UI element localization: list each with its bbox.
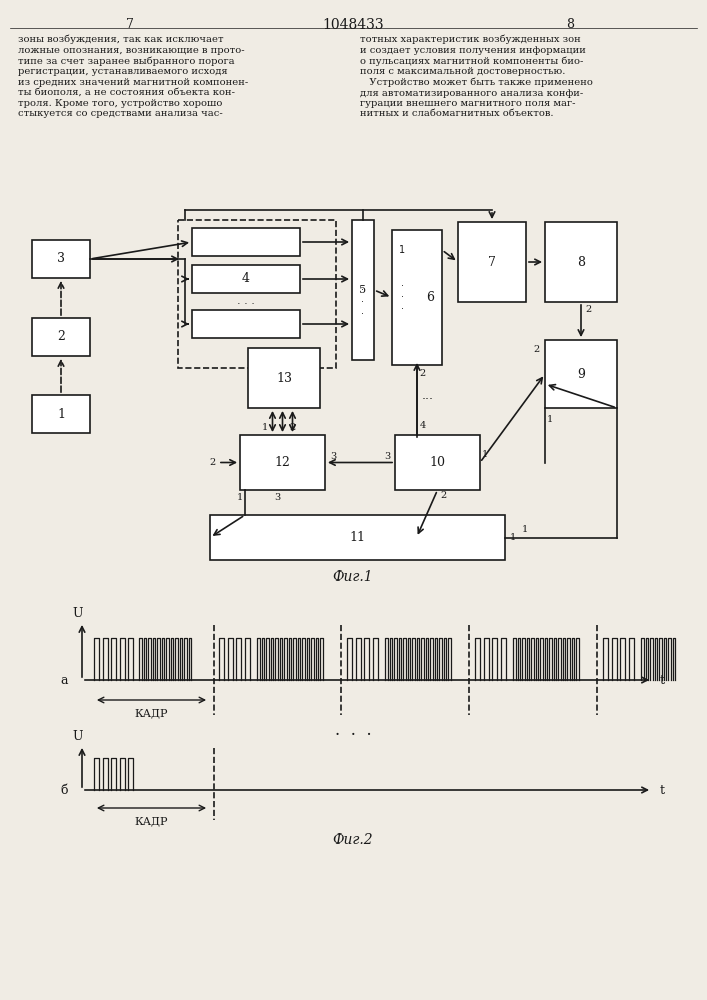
Bar [240,435,325,490]
Text: 2: 2 [289,424,296,432]
Text: . . .: . . . [237,296,255,306]
Text: 10: 10 [429,456,445,469]
Text: U: U [73,730,83,743]
Text: 1: 1 [262,424,268,432]
Bar [458,222,526,302]
Bar [392,230,442,365]
Text: Фиг.2: Фиг.2 [333,833,373,847]
Bar [210,515,505,560]
Text: 2: 2 [420,368,426,377]
Text: 1: 1 [510,533,516,542]
Text: 13: 13 [276,371,292,384]
Text: t: t [660,674,665,686]
Bar [192,228,300,256]
Bar [395,435,480,490]
Text: ·  ·  ·: · · · [270,410,295,420]
Text: тотных характеристик возбужденных зон
и создает условия получения информации
о п: тотных характеристик возбужденных зон и … [360,35,593,118]
Text: 8: 8 [577,255,585,268]
Text: 4: 4 [420,420,426,430]
Text: 5: 5 [359,285,366,295]
Text: 1: 1 [57,408,65,420]
Text: 2: 2 [57,330,65,344]
Text: Фиг.1: Фиг.1 [333,570,373,584]
Bar [32,395,90,433]
Text: 2: 2 [209,458,215,467]
Text: 1: 1 [237,493,243,502]
Text: 2: 2 [585,306,591,314]
Text: t: t [660,784,665,796]
Text: ···: ··· [422,393,434,406]
Bar [178,220,336,368]
Text: 1: 1 [399,245,405,255]
Text: КАДР: КАДР [135,816,168,826]
Text: 11: 11 [349,531,366,544]
Bar [192,265,300,293]
Bar [192,310,300,338]
Bar [545,340,617,408]
Bar [32,318,90,356]
Text: 3: 3 [274,493,281,502]
Text: 3: 3 [330,452,336,461]
Text: 1: 1 [522,525,528,534]
Text: зоны возбуждения, так как исключает
ложные опознания, возникающие в прото-
типе : зоны возбуждения, так как исключает ложн… [18,35,248,118]
Text: 6: 6 [426,291,434,304]
Bar [32,240,90,278]
Text: КАДР: КАДР [135,708,168,718]
Bar [352,220,374,360]
Text: а: а [60,674,68,686]
Text: 1: 1 [547,416,553,424]
Text: 12: 12 [274,456,291,469]
Text: ·
·
·: · · · [361,285,365,319]
Bar [545,222,617,302]
Text: 2: 2 [440,491,447,500]
Bar [248,348,320,408]
Text: 3: 3 [384,452,390,461]
Text: 9: 9 [577,367,585,380]
Text: 2: 2 [534,346,540,355]
Text: 4: 4 [242,272,250,286]
Text: 1: 1 [482,450,488,459]
Text: 1048433: 1048433 [322,18,384,32]
Text: U: U [73,607,83,620]
Text: 7: 7 [126,18,134,31]
Text: 3: 3 [57,252,65,265]
Text: ·  ·  ·: · · · [334,726,371,744]
Text: 8: 8 [566,18,574,31]
Text: 7: 7 [488,255,496,268]
Text: б: б [60,784,68,796]
Text: ·
·
·: · · · [400,281,404,314]
